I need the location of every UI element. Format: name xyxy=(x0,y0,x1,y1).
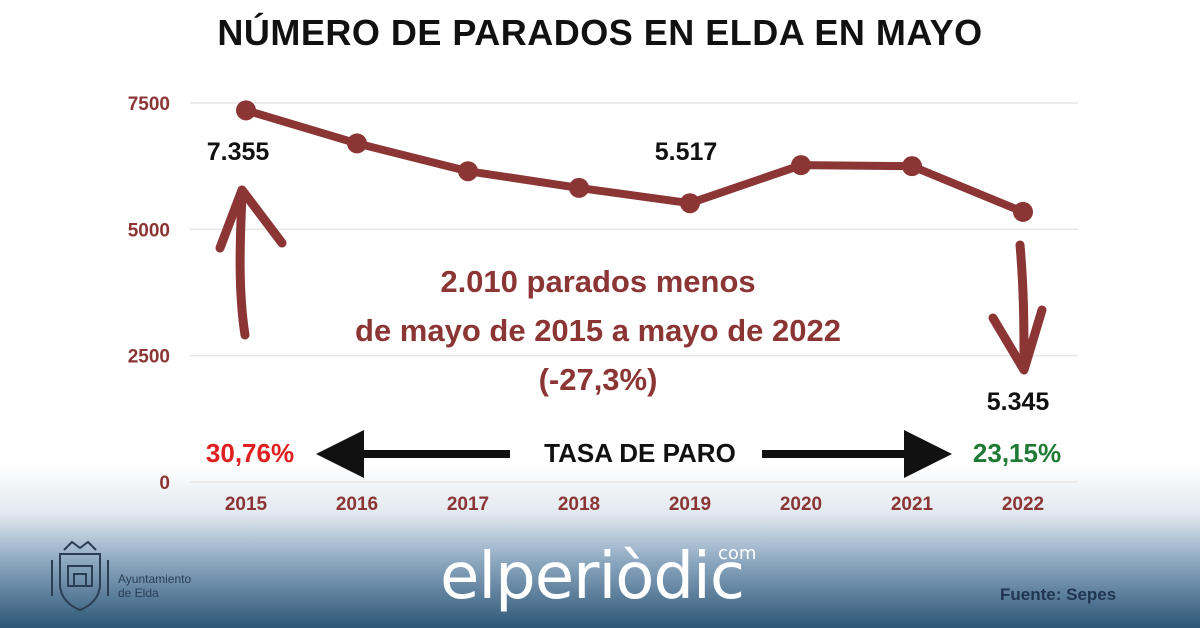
logo-line-1: Ayuntamiento xyxy=(118,572,192,586)
source-label: Fuente: Sepes xyxy=(1000,585,1117,604)
data-label-2015: 7.355 xyxy=(207,138,270,166)
brand-suffix: com xyxy=(718,543,757,564)
brand-logo: elperiòdic xyxy=(440,540,745,614)
annotation-line-3: (-27,3%) xyxy=(539,362,658,397)
point-2018 xyxy=(569,177,589,198)
data-label-2019: 5.517 xyxy=(655,138,718,166)
logo-text: Ayuntamiento de Elda xyxy=(118,572,228,600)
coat-of-arms-icon xyxy=(51,540,109,612)
down-arrow-icon xyxy=(988,240,1047,375)
point-2017 xyxy=(458,161,478,182)
point-2019 xyxy=(680,193,700,214)
x-tick-2017: 2017 xyxy=(447,494,489,515)
logo-line-2: de Elda xyxy=(118,586,159,600)
point-2021 xyxy=(902,156,922,177)
y-tick-7500: 7500 xyxy=(128,94,170,115)
ayuntamiento-logo xyxy=(51,540,109,612)
x-tick-2022: 2022 xyxy=(1002,494,1044,515)
annotation-line-2: de mayo de 2015 a mayo de 2022 xyxy=(355,313,841,348)
up-arrow-icon xyxy=(215,185,287,340)
point-2020 xyxy=(791,155,811,176)
chart-title: NÚMERO DE PARADOS EN ELDA EN MAYO xyxy=(217,12,983,53)
rate-2022: 23,15% xyxy=(973,438,1061,468)
y-tick-2500: 2500 xyxy=(128,347,170,368)
y-tick-0: 0 xyxy=(159,473,170,494)
footer-band xyxy=(0,465,1200,628)
data-label-2022: 5.345 xyxy=(987,388,1050,416)
x-tick-2018: 2018 xyxy=(558,494,600,515)
series-line xyxy=(242,106,1027,216)
point-2015 xyxy=(236,100,256,121)
annotation-line-1: 2.010 parados menos xyxy=(440,264,755,299)
point-2022 xyxy=(1013,201,1033,222)
x-tick-2016: 2016 xyxy=(336,494,378,515)
rate-2015: 30,76% xyxy=(206,438,294,468)
x-tick-2021: 2021 xyxy=(891,494,934,515)
rate-label: TASA DE PARO xyxy=(544,438,736,468)
x-tick-2015: 2015 xyxy=(225,494,268,515)
y-tick-5000: 5000 xyxy=(128,220,170,241)
point-2016 xyxy=(347,133,367,154)
x-tick-2020: 2020 xyxy=(780,494,822,515)
x-tick-2019: 2019 xyxy=(669,494,711,515)
